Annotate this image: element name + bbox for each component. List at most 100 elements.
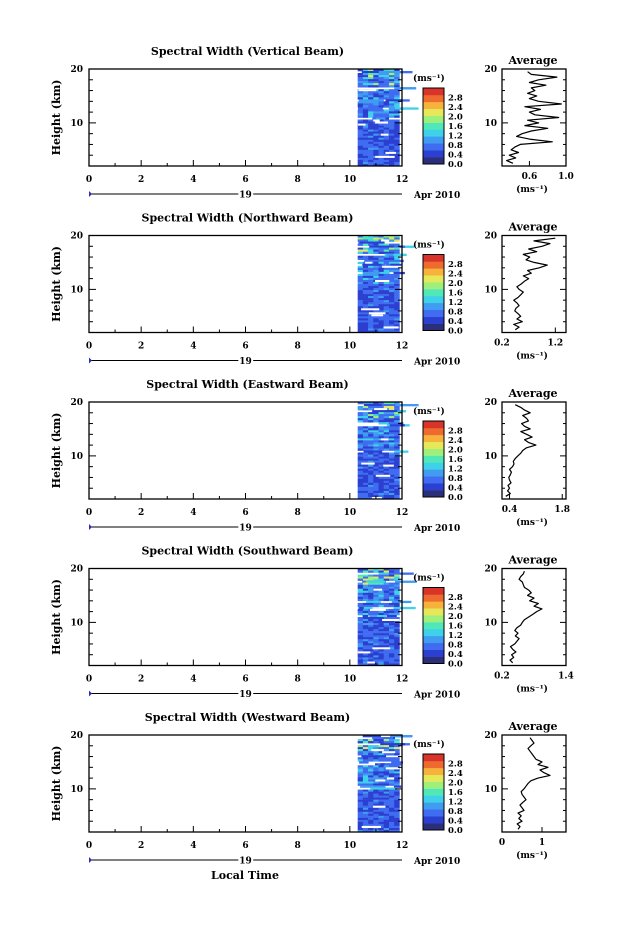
heatmap-cell — [357, 821, 364, 825]
heatmap-cell — [389, 588, 395, 591]
heatmap-cell — [357, 302, 364, 305]
heatmap-cell — [373, 751, 379, 754]
heatmap-cell — [389, 454, 395, 457]
heatmap-cell — [383, 797, 390, 800]
heatmap-cell — [357, 741, 364, 744]
heatmap-cell — [378, 432, 384, 435]
heatmap-gap — [361, 825, 381, 829]
heatmap-cell — [394, 261, 400, 265]
heatmap-cell — [378, 773, 384, 776]
heatmap-cell — [389, 482, 395, 486]
heatmap-cell — [362, 444, 369, 447]
heatmap-cell — [373, 239, 379, 242]
heatmap-cell — [368, 255, 374, 258]
heatmap-cell — [368, 159, 374, 163]
heatmap-cell — [357, 460, 364, 463]
heatmap-cell — [378, 318, 384, 321]
heatmap-cell — [373, 627, 379, 630]
heatmap-cell — [373, 282, 379, 285]
heatmap-cell — [378, 79, 384, 82]
heatmap-cell — [389, 284, 395, 287]
heatmap-cell — [378, 69, 384, 72]
heatmap-cell — [378, 306, 384, 309]
y-tick-label: 20 — [70, 65, 83, 75]
heatmap-cell — [380, 763, 385, 766]
heatmap-cell — [368, 647, 374, 650]
avg-x-tick-label: 1.2 — [547, 339, 563, 349]
heatmap-cell — [357, 280, 364, 283]
heatmap-cell — [378, 775, 384, 778]
heatmap-gap — [381, 239, 390, 242]
heatmap-cell — [357, 239, 364, 242]
heatmap-cell — [378, 157, 384, 161]
heatmap-cell — [389, 412, 395, 415]
heatmap-cell — [362, 653, 369, 656]
heatmap-cell — [383, 235, 390, 238]
heatmap-cell — [389, 759, 395, 762]
heatmap-cell — [394, 598, 400, 602]
heatmap-cell — [368, 115, 374, 118]
heatmap-cell — [373, 570, 379, 573]
heatmap-cell — [383, 769, 390, 772]
heatmap-cell — [368, 406, 374, 409]
heatmap-cell — [383, 604, 390, 608]
heatmap-cell — [362, 830, 369, 833]
heatmap-cell — [362, 406, 369, 409]
heatmap-cell — [373, 657, 379, 660]
heatmap-cell — [362, 81, 369, 84]
heatmap-gap — [375, 121, 389, 124]
heatmap-cell — [394, 739, 400, 742]
heatmap-cell — [362, 288, 369, 291]
heatmap-cell — [394, 458, 400, 461]
heatmap-cell — [383, 318, 390, 321]
heatmap-cell — [389, 121, 395, 124]
heatmap-cell — [378, 478, 384, 482]
heatmap-cell — [394, 623, 400, 626]
heatmap-cell — [394, 426, 400, 429]
heatmap-cell — [389, 468, 395, 471]
heatmap-cell — [368, 828, 374, 831]
heatmap-cell — [362, 121, 369, 124]
heatmap-cell — [383, 655, 390, 658]
date-month-label: Apr 2010 — [413, 358, 460, 368]
date-month-label: Apr 2010 — [413, 691, 460, 701]
heatmap-cell — [383, 428, 390, 431]
heatmap-gap — [386, 777, 395, 780]
heatmap-cell — [357, 795, 364, 798]
heatmap-cell — [378, 739, 384, 742]
heatmap-cell — [362, 594, 369, 598]
heatmap-cell — [378, 476, 384, 480]
heatmap-cell — [357, 292, 364, 295]
heatmap-cell — [373, 434, 379, 437]
heatmap-cell — [378, 77, 384, 80]
heatmap-cell — [383, 324, 390, 327]
y-axis-label: Height (km) — [50, 746, 63, 822]
heatmap-cell — [357, 466, 364, 469]
heatmap-cell — [383, 115, 390, 118]
heatmap-cell — [389, 286, 395, 289]
heatmap-cell — [394, 464, 400, 467]
heatmap-gap — [371, 497, 382, 500]
heatmap-cell — [357, 446, 364, 449]
heatmap-cell — [378, 783, 384, 786]
heatmap-cell — [394, 480, 400, 484]
heatmap-cell — [378, 265, 384, 269]
colorbar-tick-label: 1.6 — [448, 788, 463, 798]
heatmap-cell — [383, 830, 390, 833]
date-marker-icon — [89, 357, 92, 364]
heatmap-cell — [389, 596, 395, 600]
heatmap-cell — [357, 809, 364, 813]
heatmap-cell — [357, 115, 364, 118]
heatmap-cell — [373, 478, 379, 482]
heatmap-cell — [383, 823, 390, 827]
heatmap-cell — [383, 773, 390, 776]
heatmap-cell — [394, 280, 400, 283]
heatmap-cell — [383, 799, 390, 802]
heatmap-cell — [368, 751, 374, 754]
colorbar-segment — [423, 795, 444, 803]
heatmap-cell — [389, 779, 395, 782]
heatmap-cell — [394, 497, 400, 500]
heatmap-cell — [383, 157, 390, 161]
heatmap-cell — [378, 261, 384, 265]
heatmap-cell — [389, 769, 395, 772]
